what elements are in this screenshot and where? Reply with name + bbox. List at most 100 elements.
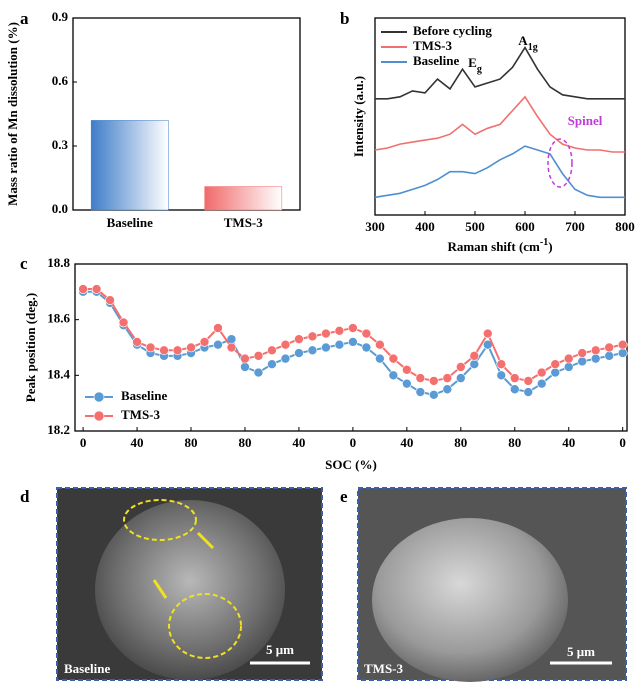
bar (204, 186, 283, 211)
point (78, 284, 88, 294)
y-tick-label: 18.6 (47, 311, 70, 326)
x-tick-label: 40 (131, 435, 144, 450)
x-tick-label: 800 (615, 219, 635, 234)
y-axis-label: Mass ratio of Mn dissolution (%) (5, 22, 20, 206)
point (91, 284, 102, 294)
point (590, 345, 601, 356)
spinel-highlight (547, 138, 573, 188)
point (321, 328, 331, 339)
point (523, 387, 534, 397)
point (334, 325, 345, 336)
panel-label: d (20, 487, 30, 506)
sem-panel-d (56, 487, 323, 681)
y-axis-label: Peak position (deg.) (23, 293, 38, 402)
legend-label: TMS-3 (121, 407, 161, 422)
point (563, 362, 574, 372)
x-tick-label: TMS-3 (224, 215, 264, 230)
plot-frame (374, 17, 626, 216)
point (253, 351, 264, 361)
plot-frame (72, 17, 301, 211)
point (536, 367, 547, 378)
point (145, 342, 156, 353)
legend-label: TMS-3 (413, 38, 453, 53)
scale-bar-label: 5 μm (567, 644, 595, 659)
panel-label: e (340, 487, 348, 506)
panel-label: c (20, 254, 28, 273)
x-tick-label: 80 (508, 435, 521, 450)
point (496, 359, 507, 370)
y-tick-label: 0.6 (52, 73, 69, 88)
text-part: Raman shift (cm (447, 239, 540, 254)
y-axis-label: Intensity (a.u.) (351, 76, 366, 157)
x-tick-label: 400 (415, 219, 435, 234)
point (415, 387, 426, 397)
point (456, 373, 466, 383)
point (577, 356, 588, 367)
text-part: -1 (540, 237, 548, 248)
panel-label: a (20, 9, 29, 28)
x-tick-label: 500 (465, 219, 485, 234)
point (563, 353, 574, 364)
point (348, 337, 358, 347)
point (240, 353, 250, 364)
x-tick-label: 700 (565, 219, 585, 234)
scale-bar-label: 5 μm (266, 642, 294, 657)
legend-label: Baseline (121, 388, 167, 403)
point (604, 342, 614, 353)
point (388, 353, 399, 364)
series-line (374, 145, 625, 199)
x-tick-label: 600 (515, 219, 535, 234)
point (375, 339, 385, 350)
point (402, 378, 412, 389)
point (617, 348, 628, 358)
point (267, 345, 277, 356)
legend-marker (93, 391, 105, 403)
y-tick-label: 18.4 (47, 366, 70, 381)
point (469, 359, 480, 370)
point (307, 331, 318, 342)
point (280, 339, 291, 350)
plot-frame (74, 263, 628, 432)
point (482, 328, 493, 339)
x-tick-label: 80 (185, 435, 198, 450)
y-tick-label: 18.2 (47, 422, 70, 437)
point (240, 362, 250, 372)
x-tick-label: 80 (454, 435, 467, 450)
point (523, 376, 534, 386)
x-tick-label: 40 (562, 435, 575, 450)
point (361, 328, 372, 339)
point (253, 367, 264, 378)
legend-marker (93, 410, 105, 422)
y-tick-label: 18.8 (47, 255, 70, 270)
point (415, 373, 426, 383)
point (456, 362, 466, 372)
series-line (374, 95, 625, 153)
point (509, 384, 520, 395)
point (550, 367, 561, 378)
x-tick-label: 80 (238, 435, 251, 450)
point (321, 342, 331, 353)
point (550, 359, 561, 370)
point (402, 364, 412, 375)
text-part: E (468, 55, 477, 70)
point (294, 348, 304, 358)
point (617, 339, 628, 350)
point (132, 337, 142, 347)
panel-label: b (340, 9, 349, 28)
x-tick-label: 40 (400, 435, 413, 450)
point (509, 373, 520, 383)
point (361, 342, 372, 353)
x-tick-label: 0 (80, 435, 87, 450)
point (442, 384, 453, 395)
point (334, 339, 345, 350)
text-part: Spinel (568, 113, 603, 128)
point (294, 334, 304, 344)
point (536, 378, 547, 389)
x-tick-label: 40 (292, 435, 305, 450)
text-part: 1g (528, 42, 538, 53)
x-tick-label: Baseline (107, 215, 153, 230)
point (429, 390, 439, 400)
legend-label: Before cycling (413, 23, 492, 38)
x-tick-label: 0 (619, 435, 626, 450)
